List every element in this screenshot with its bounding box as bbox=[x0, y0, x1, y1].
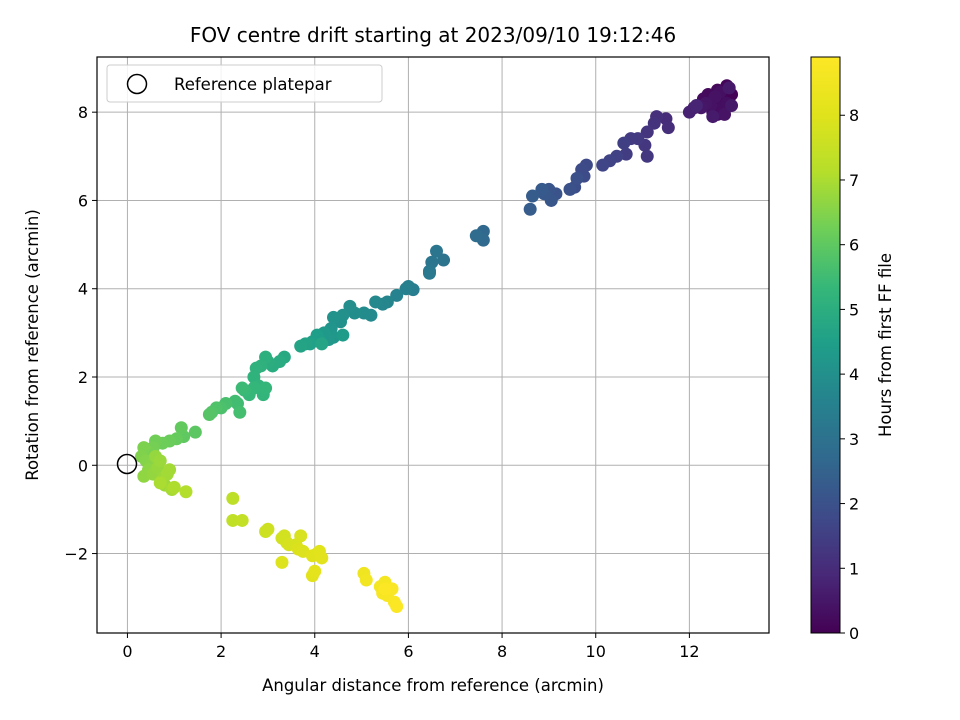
data-point bbox=[235, 513, 249, 527]
data-point bbox=[163, 463, 177, 477]
data-point bbox=[390, 600, 404, 614]
data-point bbox=[706, 110, 720, 124]
colorbar-tick-label: 3 bbox=[849, 430, 859, 449]
legend-marker-icon bbox=[126, 73, 148, 95]
data-point bbox=[570, 171, 584, 185]
colorbar-label: Hours from first FF file bbox=[876, 253, 895, 437]
colorbar-tick-label: 7 bbox=[849, 171, 859, 190]
x-ticks: 0 2 4 6 8 10 12 bbox=[122, 633, 700, 661]
data-point bbox=[326, 310, 340, 324]
x-tick-label: 0 bbox=[122, 642, 132, 661]
colorbar-tick-label: 6 bbox=[849, 236, 859, 255]
x-tick-label: 4 bbox=[310, 642, 320, 661]
colorbar-tick-label: 1 bbox=[849, 559, 859, 578]
data-point bbox=[526, 189, 540, 203]
data-point bbox=[343, 299, 357, 313]
data-point bbox=[725, 99, 739, 113]
data-point bbox=[275, 555, 289, 569]
scatter-points bbox=[134, 79, 739, 614]
y-tick-label: 6 bbox=[78, 191, 88, 210]
y-tick-label: 4 bbox=[78, 280, 88, 299]
data-point bbox=[640, 149, 654, 163]
legend-box bbox=[106, 64, 383, 103]
reference-platepar-marker bbox=[116, 453, 138, 475]
data-point bbox=[261, 522, 275, 536]
data-point bbox=[640, 125, 654, 139]
x-tick-label: 12 bbox=[679, 642, 699, 661]
data-point bbox=[647, 116, 661, 130]
chart-title: FOV centre drift starting at 2023/09/10 … bbox=[190, 23, 676, 47]
data-point bbox=[235, 381, 249, 395]
data-point bbox=[437, 253, 451, 267]
colorbar bbox=[810, 56, 841, 634]
data-point bbox=[359, 573, 373, 587]
data-point bbox=[153, 476, 167, 490]
data-point bbox=[179, 485, 193, 499]
y-axis-label: Rotation from reference (arcmin) bbox=[23, 209, 42, 481]
y-tick-label: 8 bbox=[78, 103, 88, 122]
x-axis-label: Angular distance from reference (arcmin) bbox=[262, 676, 604, 695]
data-point bbox=[422, 266, 436, 280]
data-point bbox=[722, 81, 736, 95]
colorbar-ticks: 0 1 2 3 4 5 6 7 8 bbox=[840, 106, 859, 643]
data-point bbox=[174, 421, 188, 435]
data-point bbox=[469, 229, 483, 243]
data-point bbox=[357, 306, 371, 320]
y-tick-label: 2 bbox=[78, 368, 88, 387]
data-point bbox=[294, 529, 308, 543]
colorbar-tick-label: 0 bbox=[849, 624, 859, 643]
data-point bbox=[399, 282, 413, 296]
y-tick-label: 0 bbox=[78, 456, 88, 475]
data-point bbox=[661, 121, 675, 135]
y-ticks: −2 0 2 4 6 8 bbox=[64, 103, 97, 564]
x-tick-label: 2 bbox=[216, 642, 226, 661]
data-point bbox=[308, 564, 322, 578]
data-point bbox=[259, 381, 273, 395]
colorbar-tick-label: 2 bbox=[849, 495, 859, 514]
data-point bbox=[315, 337, 329, 351]
data-point bbox=[233, 405, 247, 419]
data-point bbox=[378, 582, 392, 596]
data-point bbox=[617, 136, 631, 150]
x-tick-label: 8 bbox=[497, 642, 507, 661]
data-point bbox=[596, 158, 610, 172]
data-point bbox=[202, 408, 216, 422]
data-point bbox=[430, 244, 444, 258]
data-point bbox=[315, 551, 329, 565]
data-point bbox=[153, 454, 167, 468]
data-point bbox=[188, 425, 202, 439]
colorbar-tick-label: 5 bbox=[849, 300, 859, 319]
colorbar-tick-label: 8 bbox=[849, 106, 859, 125]
x-tick-label: 6 bbox=[403, 642, 413, 661]
data-point bbox=[535, 182, 549, 196]
data-point bbox=[226, 513, 240, 527]
plot-frame bbox=[96, 56, 770, 634]
data-point bbox=[294, 339, 308, 353]
data-point bbox=[689, 99, 703, 113]
legend: Reference platepar bbox=[106, 64, 383, 103]
data-point bbox=[167, 480, 181, 494]
y-tick-label: −2 bbox=[64, 545, 88, 564]
data-point bbox=[336, 328, 350, 342]
colorbar-tick-label: 4 bbox=[849, 365, 859, 384]
data-point bbox=[523, 202, 537, 216]
data-point bbox=[369, 295, 383, 309]
data-point bbox=[563, 182, 577, 196]
legend-label: Reference platepar bbox=[174, 75, 332, 94]
data-point bbox=[718, 107, 732, 121]
data-point bbox=[390, 288, 404, 302]
x-tick-label: 10 bbox=[586, 642, 606, 661]
grid-lines bbox=[97, 57, 769, 633]
data-point bbox=[226, 491, 240, 505]
